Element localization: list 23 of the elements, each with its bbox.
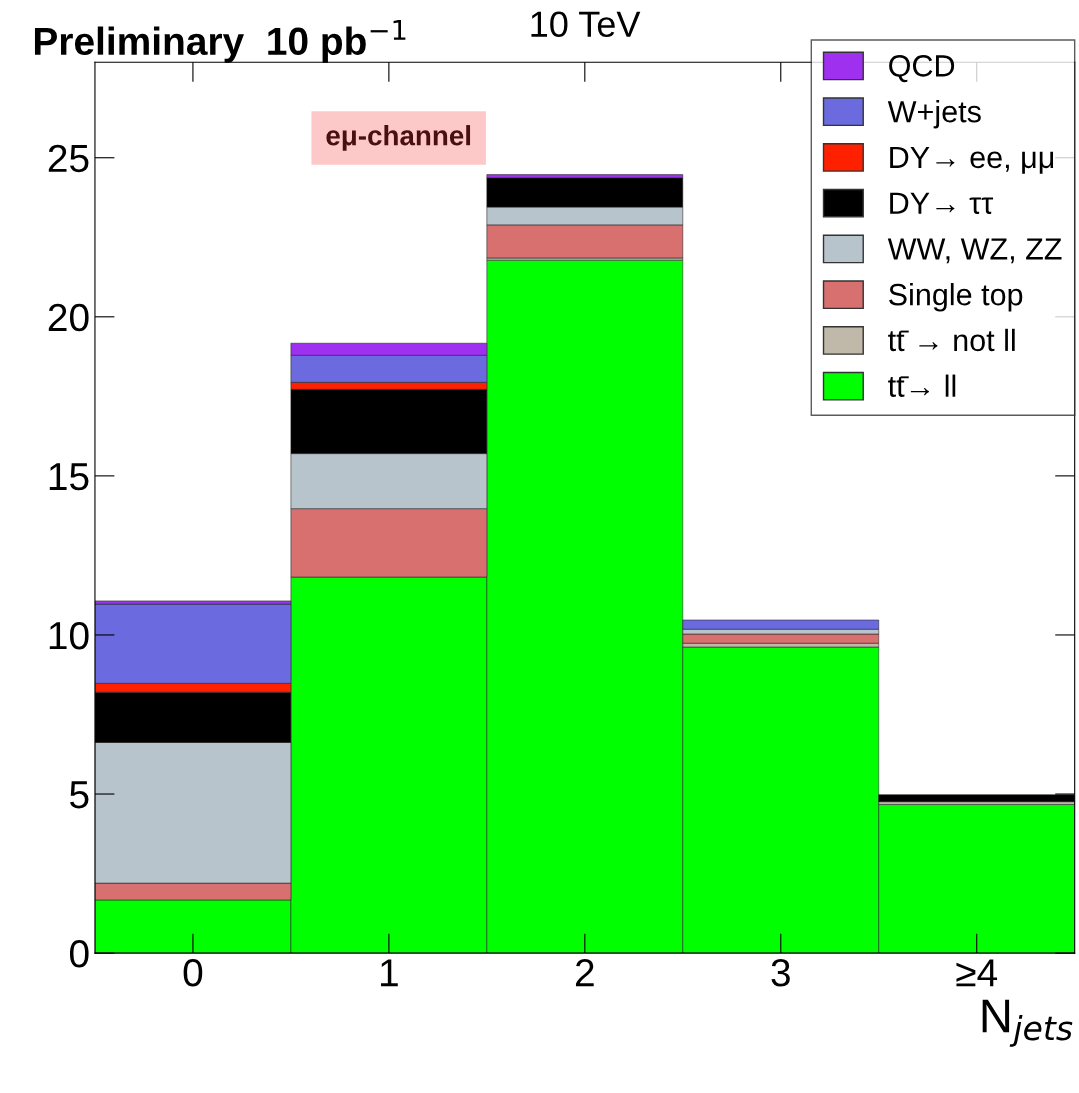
legend-label: tt̄→ ll: [888, 374, 956, 397]
legend-label: WW, WZ, ZZ: [887, 238, 1062, 264]
x-tick-label: 3: [771, 958, 790, 987]
x-tick-label: 0: [183, 958, 203, 987]
y-tick-label: 0: [69, 940, 89, 968]
legend-label: Single top: [889, 283, 1023, 312]
y-tick-label: 15: [49, 463, 89, 491]
annotation: eμ-channel: [326, 125, 471, 151]
y-tick-label: 5: [70, 781, 89, 809]
x-tick-label: 1: [381, 959, 398, 987]
x-axis-title: N$_{jets}$: [982, 999, 1073, 1047]
text: 10 TeV: [531, 11, 641, 38]
legend-label: tt̄ → not ll: [888, 328, 1015, 352]
y-tick-label: 25: [48, 144, 89, 173]
y-tick-label: 20: [48, 303, 89, 332]
chart-title: Preliminary 10 pb$^{−1}$: [34, 19, 406, 63]
x-tick-label: ≥4: [956, 959, 998, 987]
legend-label: W+jets: [887, 100, 981, 129]
legend-label: DY→ ττ: [890, 192, 994, 214]
legend-label: QCD: [889, 55, 955, 83]
x-tick-label: 2: [575, 958, 594, 987]
legend-label: DY→ ee, μμ: [890, 146, 1054, 174]
y-tick-label: 10: [49, 621, 89, 650]
